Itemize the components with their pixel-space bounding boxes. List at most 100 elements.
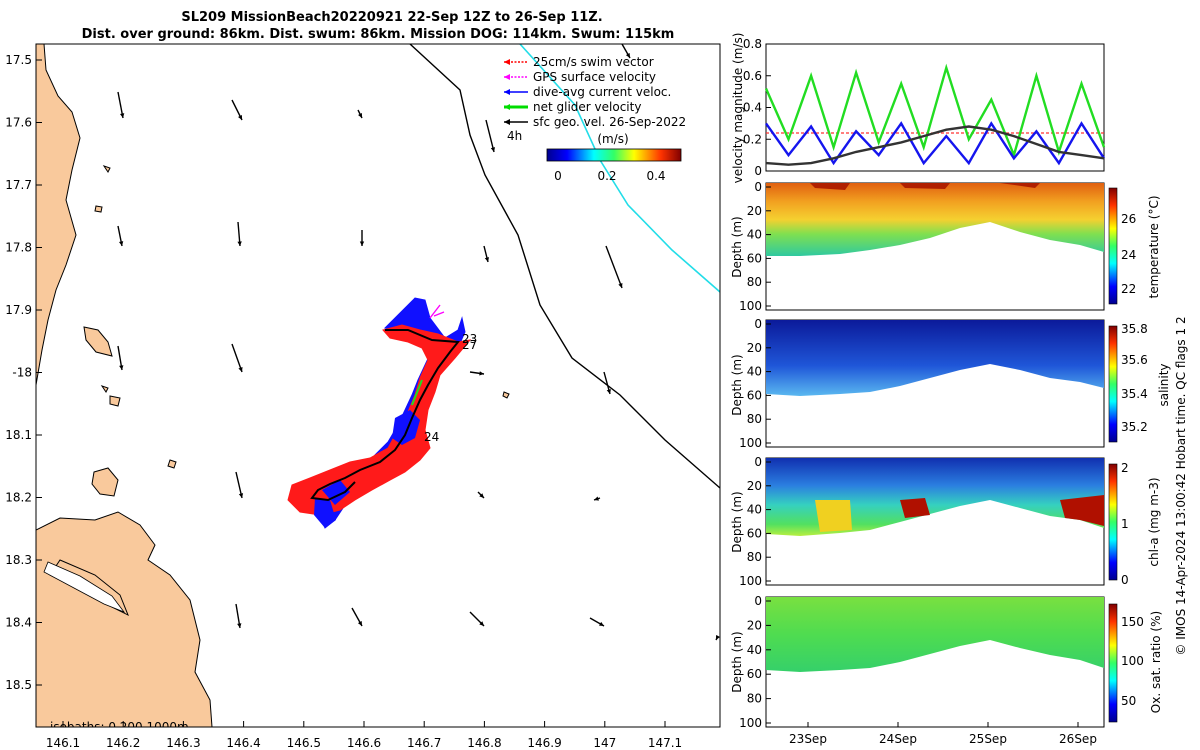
depth-tick-label: 0: [754, 594, 762, 608]
velocity-arrow-head: [118, 241, 124, 246]
depth-tick-label: 60: [747, 667, 762, 681]
velocity-arrow-head: [358, 113, 362, 118]
vel-ytick-label: 0: [754, 164, 762, 178]
depth-tick-label: 40: [747, 365, 762, 379]
salinity-label: salinity: [1157, 363, 1171, 406]
map-ytick-label: 17.6: [5, 116, 32, 130]
velocity-arrow-head: [625, 53, 630, 58]
map-ytick-label: 17.8: [5, 241, 32, 255]
velocity-arrow-head: [594, 496, 599, 501]
speed-colorbar: (m/s) 0 0.2 0.4: [546, 132, 682, 183]
temp-tick-26: 26: [1121, 212, 1136, 226]
qc-credit: © IMOS 14-Apr-2024 13:00:42 Hobart time.…: [1174, 316, 1188, 655]
depth-tick-label: 40: [747, 503, 762, 517]
velocity-arrow-head: [237, 623, 242, 628]
velocity-arrow-head: [237, 241, 242, 246]
depth-tick-label: 80: [747, 412, 762, 426]
oxygen-panel: Depth (m) 50 100 150 Ox. sat. ratio (%): [730, 596, 1163, 728]
velocity-arrow-head: [357, 621, 362, 626]
velocity-arrow-head: [716, 635, 720, 640]
chla-tick-1: 1: [1121, 517, 1129, 531]
map-xtick-label: 146.8: [467, 736, 501, 750]
velocity-arrow-head: [119, 365, 124, 370]
depth-tick-label: 80: [747, 550, 762, 564]
velocity-arrow-head: [238, 367, 243, 372]
velocity-series-line: [765, 125, 1105, 166]
map-xtick-label: 146.9: [527, 736, 561, 750]
cyan-track-line: [519, 44, 720, 293]
velocity-arrow-head: [479, 493, 484, 498]
depth-tick-label: 0: [754, 180, 762, 194]
oxygen-colorbar: 50 100 150 Ox. sat. ratio (%): [1108, 603, 1163, 723]
legend-swatch-head: [504, 74, 510, 80]
isobaths-label: isobaths: 0 200 1000m: [50, 720, 189, 734]
map-xtick-label: 146.3: [166, 736, 200, 750]
oxygen-label: Ox. sat. ratio (%): [1149, 611, 1163, 713]
legend-swatch-head: [504, 89, 510, 95]
velocity-arrow: [485, 119, 495, 153]
track-time-label-23: 23: [462, 332, 477, 346]
depth-tick-label: 60: [747, 388, 762, 402]
map-xtick-label: 146.2: [106, 736, 140, 750]
legend-label: dive-avg current veloc.: [533, 85, 671, 99]
map-x-axis: 146.1 146.2 146.3 146.4 146.5 146.6 146.7 146.8…: [46, 721, 682, 750]
map-ytick-label: 17.5: [5, 53, 32, 67]
depth-tick-label: 40: [747, 643, 762, 657]
depth-tick-label: 100: [739, 574, 762, 588]
colorbar-unit: (m/s): [597, 132, 628, 146]
sal-tick-354: 35.4: [1121, 387, 1148, 401]
chla-panel: Depth (m) 0 1 2 chl-a (mg m-3): [730, 457, 1161, 587]
vel-ytick-label: 0.4: [743, 101, 762, 115]
time-axis: 23Sep 24Sep 25Sep 26Sep: [789, 722, 1097, 746]
time-tick-label: 26Sep: [1059, 732, 1097, 746]
coastline-land: [36, 44, 81, 386]
map-xtick-label: 146.1: [46, 736, 80, 750]
depth-tick-label: 0: [754, 455, 762, 469]
depth-tick-label: 100: [739, 716, 762, 730]
chla-label: chl-a (mg m-3): [1147, 477, 1161, 566]
depth-axes: 0 20 40 60 80 100 0 20 40 60 80 100 0 20 40 60 80 100 0 20 4…: [739, 180, 771, 730]
velocity-arrow: [605, 245, 623, 289]
salinity-section: [766, 320, 1104, 396]
temperature-ylabel: Depth (m): [730, 216, 744, 277]
map-ytick-label: 18.1: [5, 428, 32, 442]
temperature-colorbar: 22 24 26 temperature (°C): [1108, 187, 1161, 305]
legend-label: net glider velocity: [533, 100, 641, 114]
velocity-arrow-head: [479, 371, 484, 376]
depth-tick-label: 0: [754, 317, 762, 331]
figure-title-line1: SL209 MissionBeach20220921 22-Sep 12Z to…: [181, 10, 602, 25]
depth-tick-label: 40: [747, 228, 762, 242]
map-xtick-label: 147.1: [648, 736, 682, 750]
track-time-label-24: 24: [424, 430, 439, 444]
depth-tick-label: 100: [739, 436, 762, 450]
map-xtick-label: 147: [593, 736, 616, 750]
map-xtick-label: 146.4: [226, 736, 260, 750]
velocity-arrow-head: [606, 389, 611, 394]
figure-title-line2: Dist. over ground: 86km. Dist. swum: 86k…: [82, 27, 675, 42]
island-1: [83, 326, 113, 357]
temperature-section: [766, 183, 1104, 256]
map-xtick-label: 146.7: [407, 736, 441, 750]
map-ytick-label: 18.5: [5, 678, 32, 692]
depth-tick-label: 60: [747, 526, 762, 540]
legend-interval-label: 4h: [507, 129, 522, 143]
sal-tick-356: 35.6: [1121, 353, 1148, 367]
map-ytick-label: -18: [12, 366, 32, 380]
velocity-arrow-head: [359, 241, 365, 246]
temp-tick-22: 22: [1121, 282, 1136, 296]
velocity-arrow-head: [484, 257, 490, 262]
depth-tick-label: 20: [747, 618, 762, 632]
velocity-arrow-head: [238, 115, 242, 120]
depth-tick-label: 20: [747, 204, 762, 218]
velocity-arrow: [231, 343, 243, 373]
velocity-panel: 0 0.2 0.4 0.6 0.8 velocity magnitude (m/s): [731, 33, 1106, 184]
time-tick-label: 25Sep: [969, 732, 1007, 746]
oxygen-ylabel: Depth (m): [730, 631, 744, 692]
temperature-label: temperature (°C): [1147, 196, 1161, 299]
time-tick-label: 24Sep: [879, 732, 917, 746]
chla-colorbar: 0 1 2 chl-a (mg m-3): [1108, 461, 1161, 587]
velocity-ylabel: velocity magnitude (m/s): [731, 33, 745, 184]
time-tick-label: 23Sep: [789, 732, 827, 746]
